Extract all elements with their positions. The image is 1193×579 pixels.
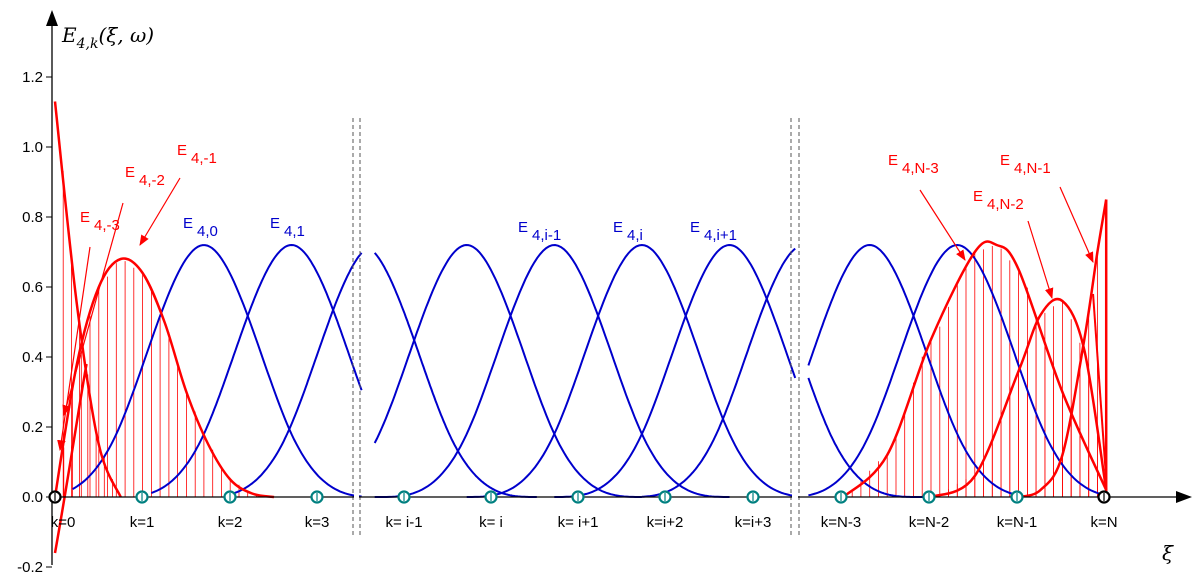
- interior-curve-5: [374, 243, 730, 498]
- interior-curve-2: [229, 252, 363, 496]
- axis-breaks: [352, 118, 800, 538]
- boundary-curve-3: [930, 297, 1108, 499]
- x-axis-break-mask: [792, 495, 798, 499]
- knot-label: k=2: [218, 514, 243, 531]
- y-axis-arrow: [46, 10, 58, 26]
- knot-label: k=N-2: [909, 514, 949, 531]
- knot-label: k=3: [305, 514, 330, 531]
- knot-label: k= i-1: [385, 514, 422, 531]
- knot-label: k=i+2: [647, 514, 684, 531]
- y-tick-label: 0.8: [22, 209, 43, 226]
- series-label-4,1: E 4,1: [270, 215, 305, 240]
- series-label-arrow: [919, 189, 966, 261]
- series-label-arrow: [139, 177, 181, 246]
- interior-curve-7: [554, 243, 797, 498]
- knot-label: k=N-1: [997, 514, 1037, 531]
- interior-curve-3: [373, 252, 537, 498]
- knot-label: k=0: [51, 514, 76, 531]
- interior-curve-4: [373, 243, 642, 498]
- knot-label: k=1: [130, 514, 155, 531]
- x-axis-break-mask: [354, 495, 359, 499]
- boundary-curve-4: [1018, 199, 1108, 499]
- red-hatching: [62, 170, 1098, 497]
- knot-label: k= i+1: [558, 514, 599, 531]
- y-tick-label: 0.4: [22, 349, 43, 366]
- axes: -0.2 0.0 0.2 0.4 0.6 0.8 1.0 1.2 E4,k(ξ, ω) ξ: [17, 10, 1192, 576]
- y-tick-label: 0.2: [22, 419, 43, 436]
- y-tick-label: 1.2: [22, 69, 43, 86]
- interior-curve-1: [151, 243, 363, 494]
- boundary-curve-1: [53, 257, 275, 499]
- y-tick-label: 1.0: [22, 139, 43, 156]
- series-label-arrow: [1059, 186, 1094, 263]
- series-label-arrow: [1027, 220, 1054, 300]
- series-label-4,N-1: E 4,N-1: [1000, 152, 1051, 177]
- series-label-4,i-1: E 4,i-1: [518, 219, 561, 244]
- knot-label: k= i: [479, 514, 503, 531]
- series-label-4,i+1: E 4,i+1: [690, 219, 737, 244]
- y-tick-label: 0.0: [22, 489, 43, 506]
- interior-curve-0: [72, 244, 362, 498]
- y-axis-title: E4,k(ξ, ω): [61, 23, 154, 52]
- series-label-arrow: [57, 246, 91, 452]
- y-tick-label: -0.2: [17, 559, 43, 576]
- x-axis-title: ξ: [1162, 541, 1174, 565]
- series-labels: E 4,-3E 4,-2 E 4,-1 E 4,0 E 4,1 E 4,i-1 E 4,i E 4,i+1 E…: [57, 142, 1094, 452]
- knot-label: k=N-3: [821, 514, 861, 531]
- series-label-4,i: E 4,i: [613, 219, 643, 244]
- series-label-arrow: [62, 202, 124, 417]
- boundary-curve-e4-2: [53, 363, 88, 554]
- y-tick-label: 0.6: [22, 279, 43, 296]
- series-label-4,N-3: E 4,N-3: [888, 152, 939, 177]
- interior-curve-11: [808, 243, 1107, 497]
- knot-label: k=i+3: [735, 514, 772, 531]
- basis-curves: [53, 101, 1108, 554]
- boundary-curve-2: [842, 240, 1108, 498]
- series-label-4,0: E 4,0: [183, 215, 218, 240]
- knot-markers: k=0 k=1 k=2 k=3 k= i-1 k= i k= i+1 k=i+2 k=i+3 k=…: [48, 490, 1118, 531]
- series-label-4,-1: E 4,-1: [177, 142, 217, 167]
- series-label-4,-2: E 4,-2: [125, 164, 165, 189]
- knot-label: k=N: [1090, 514, 1117, 531]
- boundary-edge-right-b: [1092, 293, 1108, 480]
- series-label-4,-3: E 4,-3: [80, 209, 120, 234]
- interior-curve-6: [466, 243, 796, 498]
- x-axis-arrow: [1176, 491, 1192, 503]
- series-label-4,N-2: E 4,N-2: [973, 188, 1024, 213]
